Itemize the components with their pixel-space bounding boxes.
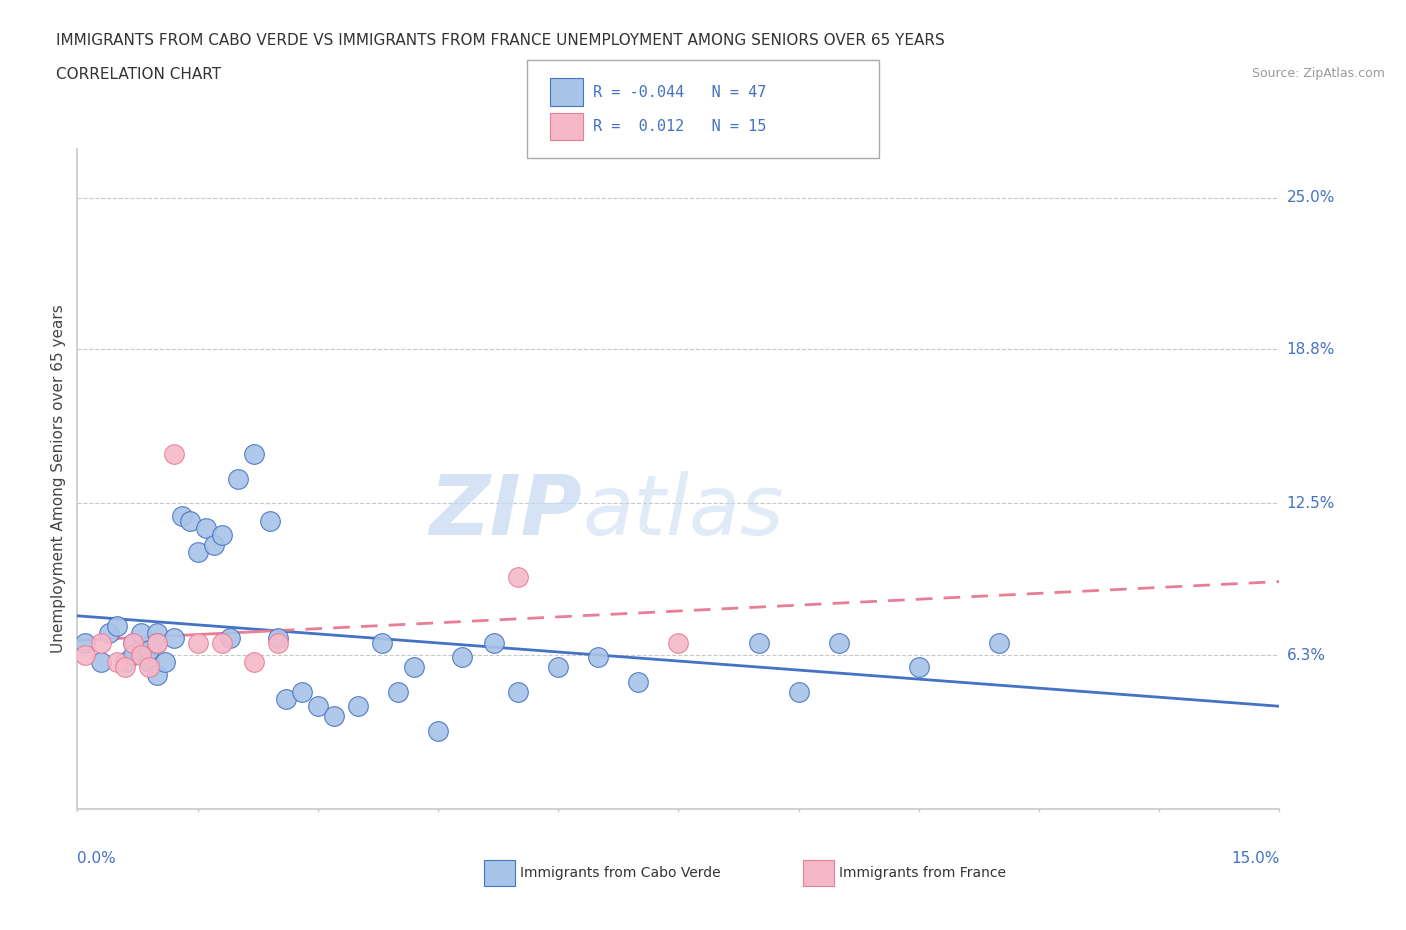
Point bbox=[107, 618, 129, 633]
Point bbox=[402, 659, 425, 674]
Text: 18.8%: 18.8% bbox=[1286, 342, 1334, 357]
Point bbox=[748, 635, 770, 650]
Point bbox=[114, 659, 136, 674]
Point bbox=[347, 699, 370, 714]
Text: R = -0.044   N = 47: R = -0.044 N = 47 bbox=[593, 85, 766, 100]
Y-axis label: Unemployment Among Seniors over 65 years: Unemployment Among Seniors over 65 years bbox=[51, 305, 66, 653]
Point bbox=[146, 626, 169, 641]
Point bbox=[451, 650, 474, 665]
Point bbox=[107, 655, 129, 670]
Text: ZIP: ZIP bbox=[430, 472, 582, 552]
Point bbox=[427, 724, 450, 738]
Point bbox=[387, 684, 409, 699]
Point bbox=[307, 699, 329, 714]
Point bbox=[508, 684, 530, 699]
Point bbox=[98, 626, 121, 641]
Text: 15.0%: 15.0% bbox=[1232, 851, 1279, 866]
Text: Source: ZipAtlas.com: Source: ZipAtlas.com bbox=[1251, 67, 1385, 80]
Point bbox=[274, 692, 297, 707]
Point bbox=[627, 674, 650, 689]
Point bbox=[482, 635, 505, 650]
Point bbox=[787, 684, 810, 699]
Point bbox=[75, 635, 97, 650]
Point bbox=[186, 545, 209, 560]
Point bbox=[211, 635, 233, 650]
Point bbox=[162, 447, 184, 462]
Point bbox=[138, 659, 160, 674]
Point bbox=[259, 513, 281, 528]
Text: Immigrants from Cabo Verde: Immigrants from Cabo Verde bbox=[520, 866, 721, 881]
Point bbox=[908, 659, 931, 674]
Point bbox=[267, 631, 290, 645]
Point bbox=[131, 647, 153, 662]
Point bbox=[122, 635, 145, 650]
Point bbox=[202, 538, 225, 552]
Text: IMMIGRANTS FROM CABO VERDE VS IMMIGRANTS FROM FRANCE UNEMPLOYMENT AMONG SENIORS : IMMIGRANTS FROM CABO VERDE VS IMMIGRANTS… bbox=[56, 33, 945, 47]
Point bbox=[138, 643, 160, 658]
Point bbox=[131, 643, 153, 658]
Point bbox=[371, 635, 394, 650]
Point bbox=[242, 655, 264, 670]
Point bbox=[291, 684, 314, 699]
Text: R =  0.012   N = 15: R = 0.012 N = 15 bbox=[593, 119, 766, 134]
Point bbox=[242, 447, 264, 462]
Point bbox=[146, 667, 169, 682]
Point bbox=[186, 635, 209, 650]
Point bbox=[668, 635, 690, 650]
Point bbox=[75, 647, 97, 662]
Point bbox=[122, 647, 145, 662]
Point bbox=[162, 631, 184, 645]
Text: CORRELATION CHART: CORRELATION CHART bbox=[56, 67, 221, 82]
Point bbox=[218, 631, 240, 645]
Point bbox=[547, 659, 569, 674]
Text: Immigrants from France: Immigrants from France bbox=[839, 866, 1007, 881]
Point bbox=[90, 655, 112, 670]
Point bbox=[90, 635, 112, 650]
Point bbox=[138, 655, 160, 670]
Point bbox=[194, 521, 217, 536]
Point bbox=[988, 635, 1011, 650]
Point bbox=[508, 569, 530, 584]
Point bbox=[114, 655, 136, 670]
Point bbox=[131, 626, 153, 641]
Point bbox=[588, 650, 610, 665]
Text: 0.0%: 0.0% bbox=[77, 851, 117, 866]
Text: 12.5%: 12.5% bbox=[1286, 496, 1334, 511]
Point bbox=[122, 635, 145, 650]
Point bbox=[146, 635, 169, 650]
Point bbox=[146, 635, 169, 650]
Point bbox=[226, 472, 249, 486]
Text: 25.0%: 25.0% bbox=[1286, 191, 1334, 206]
Point bbox=[170, 508, 193, 523]
Point bbox=[267, 635, 290, 650]
Point bbox=[179, 513, 201, 528]
Point bbox=[211, 527, 233, 542]
Point bbox=[155, 655, 177, 670]
Point bbox=[322, 709, 344, 724]
Point bbox=[828, 635, 851, 650]
Text: 6.3%: 6.3% bbox=[1286, 647, 1326, 662]
Text: atlas: atlas bbox=[582, 472, 785, 552]
